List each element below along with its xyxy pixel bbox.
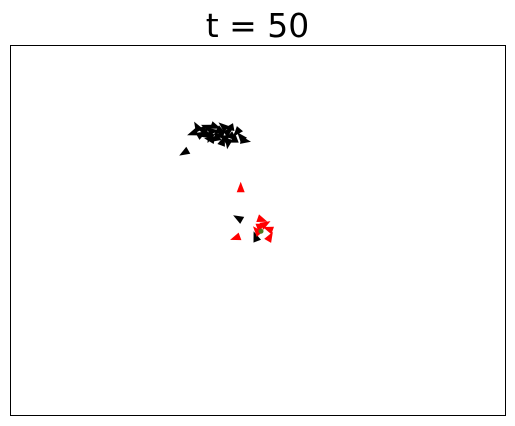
red-agents-marker-1	[230, 232, 242, 241]
black-agents-marker-20	[240, 136, 251, 144]
black-agents-marker-10	[213, 125, 225, 136]
scatter-marks	[179, 121, 274, 243]
black-agents-marker-18	[233, 126, 243, 137]
black-agents-marker-12	[218, 122, 230, 133]
black-agents-marker-17	[230, 132, 239, 143]
black-agents-marker-21	[204, 136, 216, 144]
red-agents-marker-6	[264, 231, 273, 243]
highlight-marker-0	[258, 228, 264, 234]
black-agents-marker-22	[217, 135, 225, 147]
black-agents-marker-24	[179, 146, 191, 156]
black-agents-marker-26	[253, 231, 261, 243]
red-agents-marker-4	[262, 226, 274, 235]
black-agents-marker-25	[233, 215, 245, 224]
red-agents-marker-3	[259, 221, 271, 230]
red-agents-marker-0	[236, 181, 245, 193]
red-agents-marker-5	[255, 223, 264, 235]
red-agents-marker-2	[256, 214, 268, 222]
chart-title: t = 50	[205, 6, 310, 45]
black-agents-marker-7	[207, 128, 219, 136]
black-agents-marker-15	[223, 123, 235, 131]
black-agents-marker-23	[225, 138, 233, 150]
red-agents-marker-7	[253, 226, 263, 237]
